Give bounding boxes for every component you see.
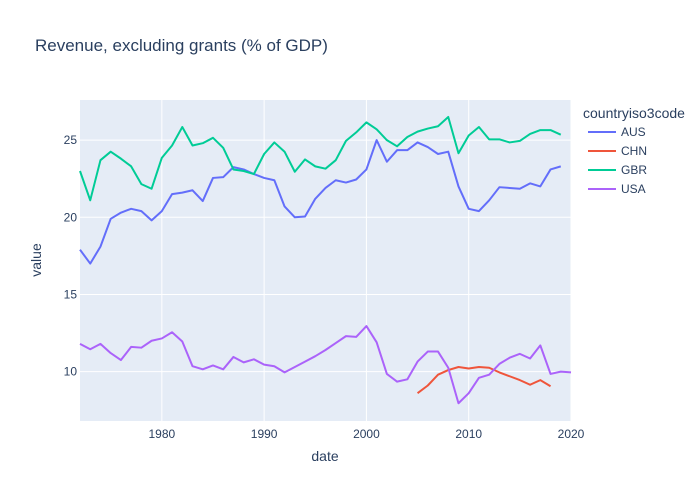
x-tick-label: 2010 bbox=[455, 427, 482, 441]
x-tick-label: 2000 bbox=[353, 427, 380, 441]
x-tick-label: 2020 bbox=[558, 427, 585, 441]
legend-label-usa: USA bbox=[621, 182, 646, 196]
y-axis-label: value bbox=[28, 243, 44, 277]
chart-title: Revenue, excluding grants (% of GDP) bbox=[35, 36, 328, 55]
y-tick-label: 15 bbox=[64, 287, 78, 301]
gridlines bbox=[80, 100, 572, 421]
legend-label-gbr: GBR bbox=[621, 163, 647, 177]
y-axis-ticks: 10 15 20 25 bbox=[64, 133, 78, 378]
legend-label-chn: CHN bbox=[621, 144, 647, 158]
x-tick-label: 1990 bbox=[251, 427, 278, 441]
plot-area bbox=[80, 100, 571, 421]
series-line-usa bbox=[79, 325, 572, 405]
legend: countryiso3code AUS CHN GBR USA bbox=[583, 105, 685, 196]
y-tick-label: 10 bbox=[64, 365, 78, 379]
x-axis-ticks: 1980 1990 2000 2010 2020 bbox=[148, 427, 584, 441]
series-line-aus bbox=[79, 139, 562, 265]
legend-label-aus: AUS bbox=[621, 125, 646, 139]
y-tick-label: 20 bbox=[64, 210, 78, 224]
series-line-chn bbox=[416, 365, 552, 395]
series-line-gbr bbox=[79, 115, 562, 202]
legend-title: countryiso3code bbox=[583, 105, 685, 121]
x-axis-label: date bbox=[311, 448, 338, 464]
y-tick-label: 25 bbox=[64, 133, 78, 147]
x-tick-label: 1980 bbox=[148, 427, 175, 441]
series-lines bbox=[79, 115, 572, 405]
